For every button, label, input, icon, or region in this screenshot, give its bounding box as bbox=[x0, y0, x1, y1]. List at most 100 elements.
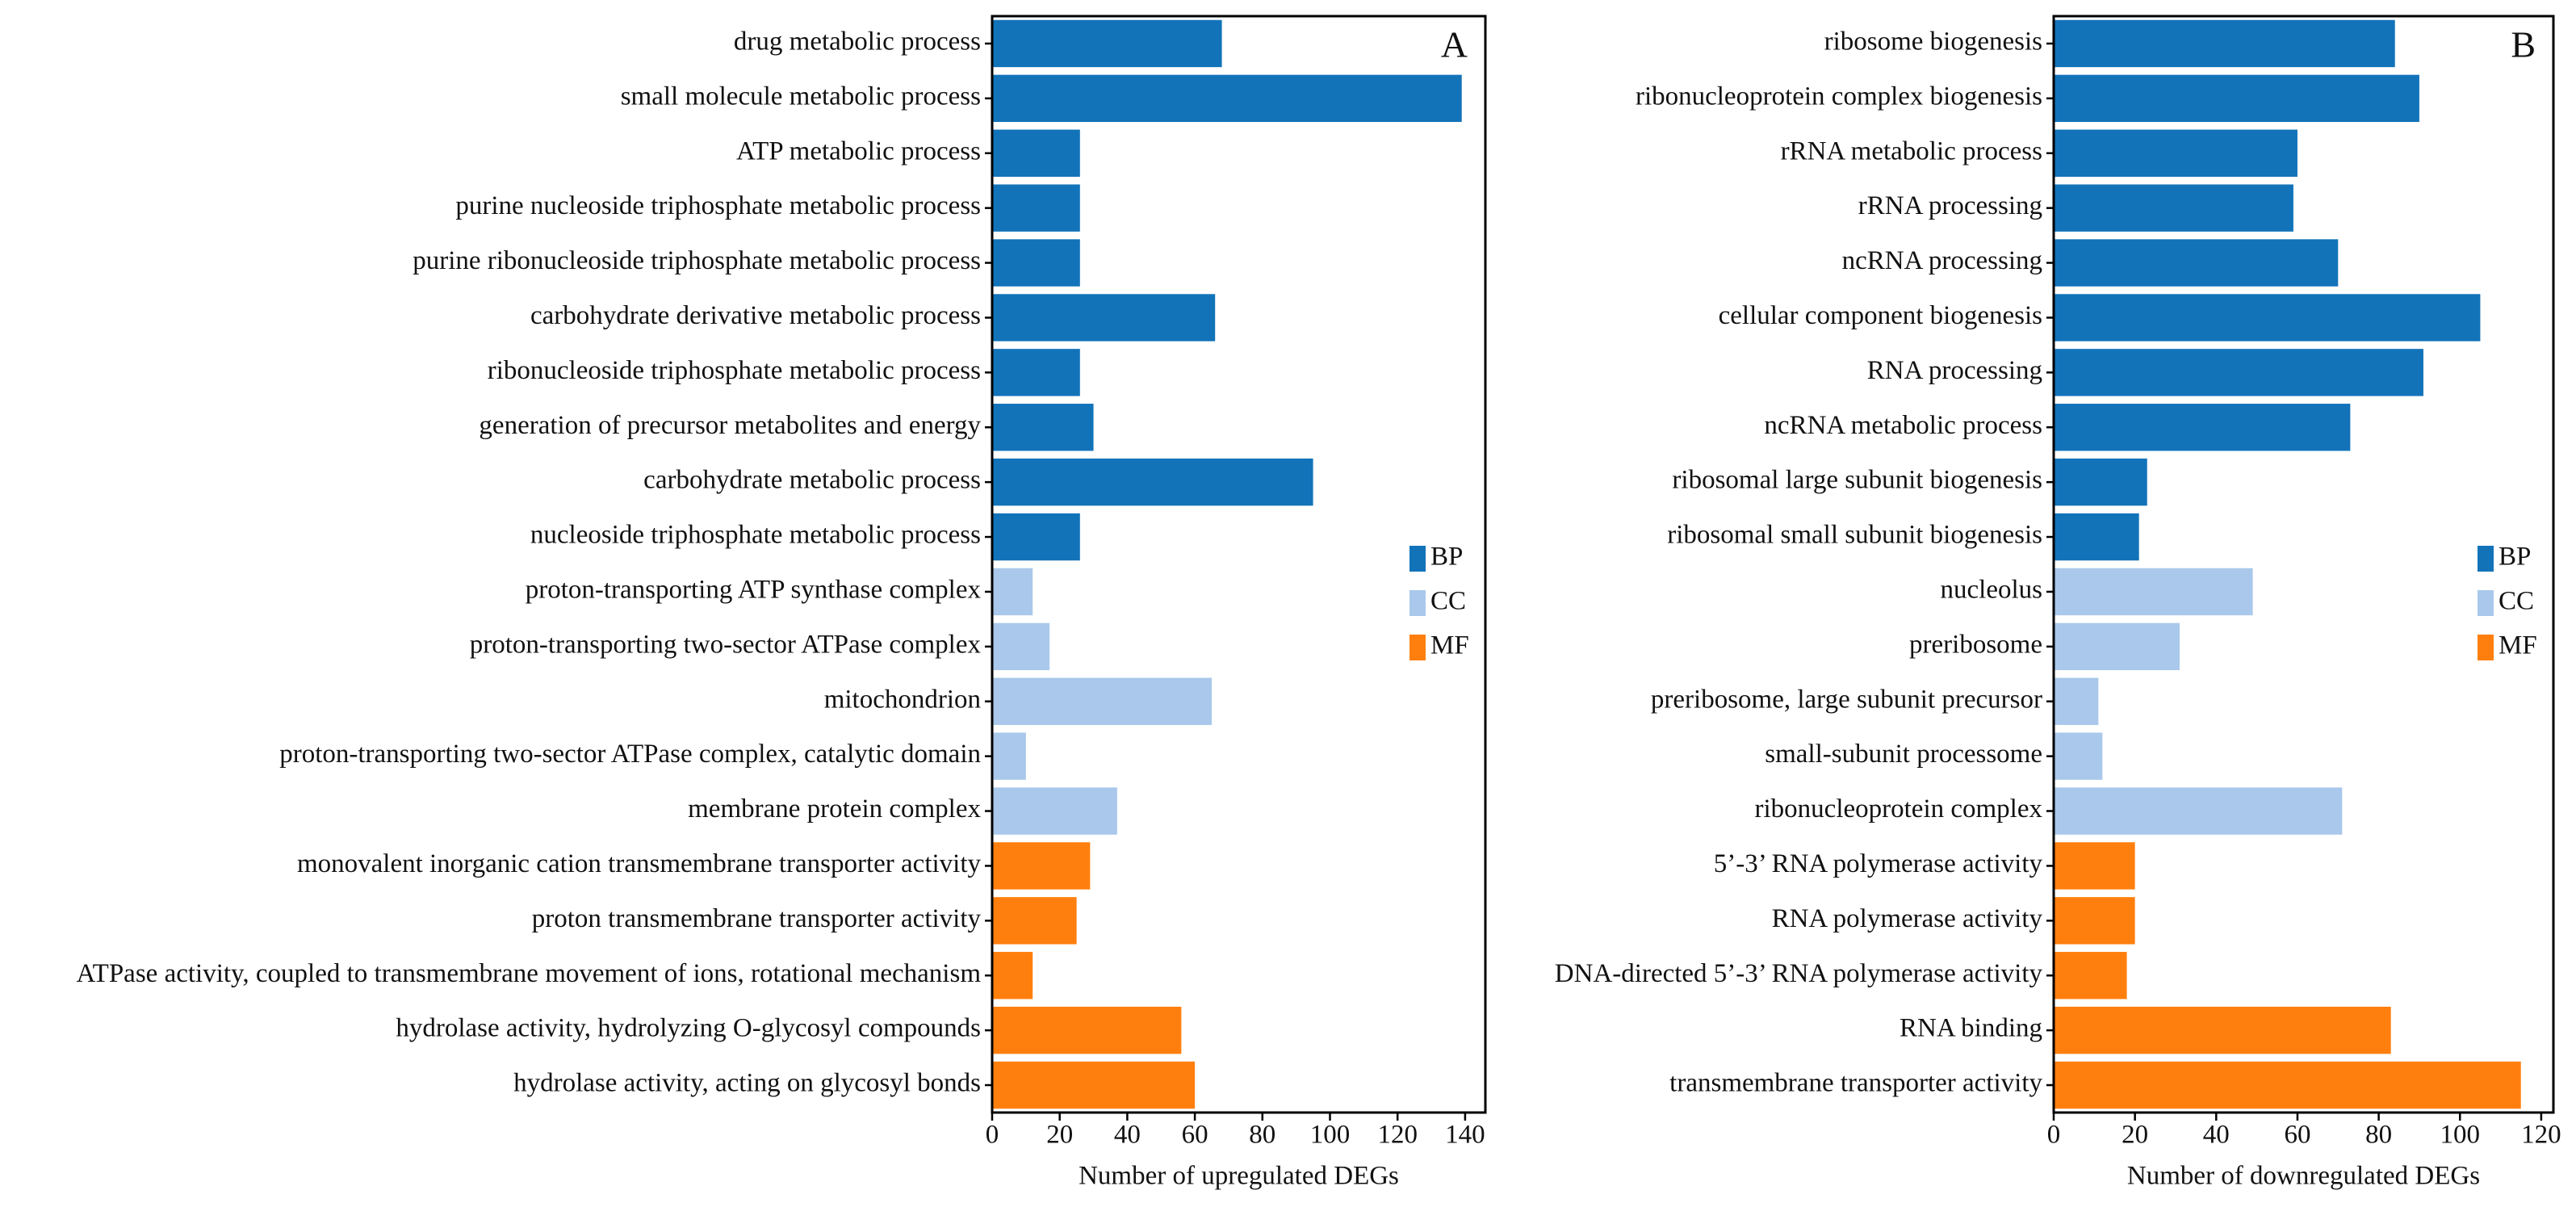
bar bbox=[2054, 184, 2293, 232]
y-tick-label: proton-transporting two-sector ATPase co… bbox=[279, 740, 981, 769]
y-tick-label: RNA polymerase activity bbox=[1772, 904, 2043, 933]
bar bbox=[992, 129, 1080, 177]
y-tick-label: ribosome biogenesis bbox=[1824, 27, 2042, 57]
legend-label: CC bbox=[1430, 587, 1466, 616]
x-tick-label: 80 bbox=[2365, 1121, 2392, 1150]
x-tick-label: 20 bbox=[1046, 1121, 1073, 1150]
bar bbox=[2054, 349, 2423, 396]
y-tick-label: nucleolus bbox=[1941, 576, 2042, 605]
y-tick-label: ribonucleoprotein complex biogenesis bbox=[1636, 82, 2042, 111]
y-tick-label: small molecule metabolic process bbox=[621, 82, 981, 111]
legend-label: BP bbox=[1430, 543, 1463, 572]
x-tick-label: 100 bbox=[1310, 1121, 1351, 1150]
bar bbox=[2054, 677, 2099, 725]
x-tick-label: 60 bbox=[2284, 1121, 2310, 1150]
bar bbox=[2054, 842, 2135, 890]
bar bbox=[2054, 239, 2339, 287]
y-tick-label: proton-transporting two-sector ATPase co… bbox=[470, 630, 982, 659]
y-tick-label: RNA processing bbox=[1867, 356, 2042, 385]
y-tick-label: rRNA processing bbox=[1858, 191, 2042, 220]
x-tick-label: 20 bbox=[2122, 1121, 2148, 1150]
bar bbox=[992, 349, 1080, 396]
plot-frame bbox=[2052, 15, 2555, 1114]
bar bbox=[992, 239, 1080, 287]
bar bbox=[2054, 19, 2395, 68]
x-axis-label: Number of downregulated DEGs bbox=[2127, 1162, 2480, 1191]
legend-label: MF bbox=[1430, 631, 1469, 660]
x-tick-label: 60 bbox=[1182, 1121, 1208, 1150]
bar bbox=[992, 897, 1077, 945]
y-tick-label: membrane protein complex bbox=[688, 794, 981, 824]
bar bbox=[2054, 513, 2139, 561]
x-tick-label: 0 bbox=[2047, 1121, 2061, 1150]
y-tick-label: ATPase activity, coupled to transmembran… bbox=[77, 959, 982, 988]
y-tick-label: purine nucleoside triphosphate metabolic… bbox=[455, 191, 981, 220]
x-tick-label: 120 bbox=[2521, 1121, 2561, 1150]
y-tick-label: monovalent inorganic cation transmembran… bbox=[297, 849, 982, 878]
y-tick-label: ribonucleoprotein complex bbox=[1755, 794, 2043, 824]
plot-frame bbox=[991, 15, 1487, 1114]
bar bbox=[2054, 787, 2343, 835]
legend-label: BP bbox=[2499, 543, 2531, 572]
y-tick-label: ribosomal large subunit biogenesis bbox=[1672, 466, 2042, 495]
y-tick-label: rRNA metabolic process bbox=[1781, 136, 2042, 166]
y-tick-label: small-subunit processome bbox=[1765, 740, 2042, 769]
y-tick-label: ribonucleoside triphosphate metabolic pr… bbox=[488, 356, 981, 385]
bar bbox=[2054, 952, 2127, 1000]
y-tick-label: transmembrane transporter activity bbox=[1669, 1069, 2042, 1098]
y-tick-label: 5’-3’ RNA polymerase activity bbox=[1714, 849, 2043, 878]
x-tick-label: 80 bbox=[1249, 1121, 1275, 1150]
bar bbox=[2054, 622, 2180, 671]
legend-swatch bbox=[1409, 635, 1426, 660]
y-tick-label: cellular component biogenesis bbox=[1719, 301, 2042, 330]
x-tick-label: 100 bbox=[2440, 1121, 2481, 1150]
bar bbox=[2054, 1061, 2521, 1109]
bar bbox=[992, 458, 1313, 506]
x-axis-label: Number of upregulated DEGs bbox=[1079, 1162, 1399, 1191]
bar bbox=[2054, 568, 2253, 616]
bar bbox=[992, 842, 1091, 890]
bar bbox=[2054, 404, 2351, 451]
y-tick-label: carbohydrate derivative metabolic proces… bbox=[530, 301, 981, 330]
legend-swatch bbox=[2478, 546, 2494, 572]
y-tick-label: hydrolase activity, acting on glycosyl b… bbox=[513, 1069, 981, 1098]
legend-label: CC bbox=[2499, 587, 2534, 616]
legend-swatch bbox=[1409, 590, 1426, 616]
bar bbox=[992, 1061, 1196, 1109]
bar bbox=[992, 294, 1216, 342]
bar bbox=[2054, 294, 2481, 342]
y-tick-label: generation of precursor metabolites and … bbox=[479, 411, 981, 440]
bar bbox=[992, 1006, 1182, 1054]
x-tick-label: 0 bbox=[986, 1121, 999, 1150]
bar bbox=[2054, 74, 2419, 123]
y-tick-label: drug metabolic process bbox=[734, 27, 981, 57]
bar bbox=[992, 184, 1080, 232]
y-tick-label: DNA-directed 5’-3’ RNA polymerase activi… bbox=[1555, 959, 2043, 988]
bar bbox=[992, 952, 1033, 1000]
bar bbox=[992, 404, 1094, 451]
y-tick-label: hydrolase activity, hydrolyzing O-glycos… bbox=[396, 1014, 981, 1043]
legend-swatch bbox=[1409, 546, 1426, 572]
bar bbox=[992, 513, 1080, 561]
y-tick-label: ribosomal small subunit biogenesis bbox=[1667, 521, 2042, 550]
legend-label: MF bbox=[2499, 631, 2537, 660]
bar bbox=[992, 787, 1117, 835]
bar bbox=[2054, 1006, 2391, 1054]
bar bbox=[992, 622, 1050, 671]
bar bbox=[2054, 732, 2103, 780]
y-tick-label: preribosome, large subunit precursor bbox=[1651, 685, 2042, 714]
y-tick-label: RNA binding bbox=[1900, 1014, 2042, 1043]
legend-swatch bbox=[2478, 590, 2494, 616]
panel-label: B bbox=[2511, 24, 2536, 65]
y-tick-label: purine ribonucleoside triphosphate metab… bbox=[413, 246, 981, 275]
y-tick-label: ncRNA metabolic process bbox=[1764, 411, 2042, 440]
x-tick-label: 40 bbox=[2203, 1121, 2230, 1150]
bar bbox=[2054, 897, 2135, 945]
x-tick-label: 140 bbox=[1445, 1121, 1485, 1150]
y-tick-label: proton transmembrane transporter activit… bbox=[532, 904, 982, 933]
bar bbox=[2054, 129, 2297, 177]
bar bbox=[992, 74, 1462, 123]
panel-label: A bbox=[1441, 24, 1468, 65]
x-tick-label: 120 bbox=[1377, 1121, 1418, 1150]
